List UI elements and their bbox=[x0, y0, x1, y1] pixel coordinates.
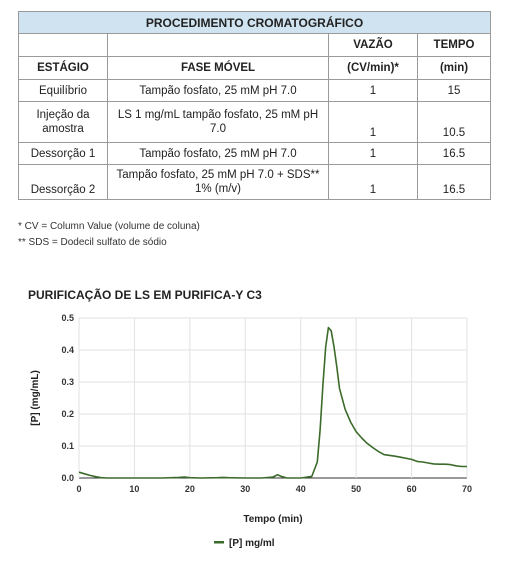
y-tick-label: 0.5 bbox=[61, 313, 74, 323]
cell-time: 15 bbox=[417, 79, 491, 102]
purification-chart: 0.0 0.1 0.2 0.3 0.4 0.5 0 10 20 30 40 50 60 70 Tempo … bbox=[30, 313, 472, 549]
y-tick-label: 0.1 bbox=[61, 441, 74, 451]
footnotes: * CV = Column Value (volume de coluna) *… bbox=[18, 219, 200, 251]
legend-swatch bbox=[214, 541, 224, 544]
table-row: Dessorção 1 Tampão fosfato, 25 mM pH 7.0… bbox=[18, 142, 491, 165]
y-axis-label: [P] (mg/mL) bbox=[30, 370, 41, 426]
y-tick-label: 0.0 bbox=[61, 473, 74, 483]
cell-flow: 1 bbox=[328, 101, 418, 143]
footnote-sds: ** SDS = Dodecil sulfato de sódio bbox=[18, 237, 167, 248]
cell-time: 16.5 bbox=[417, 164, 491, 200]
cell-phase: Tampão fosfato, 25 mM pH 7.0 bbox=[107, 142, 329, 165]
footnote-cv: * CV = Column Value (volume de coluna) bbox=[18, 221, 200, 232]
x-tick-label: 0 bbox=[76, 484, 81, 494]
x-tick-label: 60 bbox=[407, 484, 417, 494]
cell-flow: 1 bbox=[328, 79, 418, 102]
x-tick-label: 30 bbox=[240, 484, 250, 494]
x-tick-label: 20 bbox=[185, 484, 195, 494]
header-top-stage bbox=[18, 33, 108, 57]
y-tick-label: 0.2 bbox=[61, 409, 74, 419]
x-tick-label: 70 bbox=[462, 484, 472, 494]
series-line bbox=[78, 326, 467, 479]
cell-stage: Injeção da amostra bbox=[18, 101, 108, 143]
header-time: TEMPO bbox=[417, 33, 491, 57]
cell-phase: Tampão fosfato, 25 mM pH 7.0 bbox=[107, 79, 329, 102]
table-title: PROCEDIMENTO CROMATOGRÁFICO bbox=[18, 11, 491, 34]
cell-flow: 1 bbox=[328, 142, 418, 165]
chromatography-procedure-table: PROCEDIMENTO CROMATOGRÁFICO VAZÃO TEMPO … bbox=[18, 11, 491, 200]
x-tick-label: 50 bbox=[351, 484, 361, 494]
cell-flow: 1 bbox=[328, 164, 418, 200]
chart-title: PURIFICAÇÃO DE LS EM PURIFICA-Y C3 bbox=[28, 288, 262, 302]
table-row: Dessorção 2 Tampão fosfato, 25 mM pH 7.0… bbox=[18, 164, 491, 200]
x-tick-label: 10 bbox=[129, 484, 139, 494]
header-phase: FASE MÓVEL bbox=[107, 56, 329, 80]
cell-phase: Tampão fosfato, 25 mM pH 7.0 + SDS** 1% … bbox=[107, 164, 329, 200]
table-row: Equilíbrio Tampão fosfato, 25 mM pH 7.0 … bbox=[18, 79, 491, 102]
header-flow-unit: (CV/min)* bbox=[328, 56, 418, 80]
header-top-phase bbox=[107, 33, 329, 57]
x-axis-label: Tempo (min) bbox=[243, 514, 302, 525]
cell-stage: Dessorção 1 bbox=[18, 142, 108, 165]
table-row: Injeção da amostra LS 1 mg/mL tampão fos… bbox=[18, 101, 491, 143]
legend-entry: [P] mg/ml bbox=[229, 538, 275, 549]
header-flow: VAZÃO bbox=[328, 33, 418, 57]
cell-phase: LS 1 mg/mL tampão fosfato, 25 mM pH 7.0 bbox=[107, 101, 329, 143]
y-tick-label: 0.4 bbox=[61, 345, 74, 355]
x-tick-label: 40 bbox=[296, 484, 306, 494]
cell-time: 10.5 bbox=[417, 101, 491, 143]
cell-stage: Dessorção 2 bbox=[18, 164, 108, 200]
cell-stage: Equilíbrio bbox=[18, 79, 108, 102]
y-tick-label: 0.3 bbox=[61, 377, 74, 387]
cell-time: 16.5 bbox=[417, 142, 491, 165]
header-stage: ESTÁGIO bbox=[18, 56, 108, 80]
header-time-unit: (min) bbox=[417, 56, 491, 80]
